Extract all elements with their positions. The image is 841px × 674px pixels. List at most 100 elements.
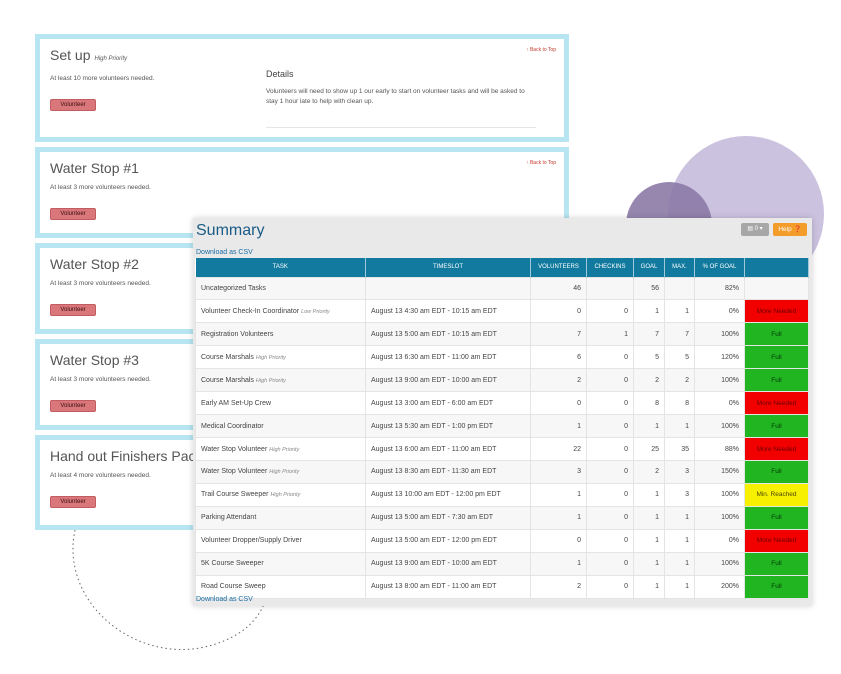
percent-of-goal-cell: 200% [694,574,745,599]
task-cell: Parking Attendant [195,505,366,530]
checkins-cell: 0 [586,551,634,576]
column-header: GOAL [633,258,665,277]
task-card: Set up High Priority ↑ Back to Top At lea… [35,34,569,142]
task-cell: Registration Volunteers [195,322,366,347]
volunteers-cell: 1 [530,505,587,530]
volunteer-button[interactable]: Volunteer [50,496,96,508]
status-badge: More Needed [744,528,809,553]
settings-dropdown-button[interactable]: ▤ 0 ▾ [741,223,769,236]
checkins-cell: 1 [586,322,634,347]
percent-of-goal-cell: 100% [694,505,745,530]
column-header: MAX. [664,258,695,277]
table-row[interactable]: Water Stop Volunteer High Priority August … [195,460,809,484]
table-row[interactable]: Course Marshals High Priority August 13 9:… [195,368,809,393]
volunteers-cell: 0 [530,391,587,416]
table-row[interactable]: Parking Attendant August 13 5:00 am EDT -… [195,505,809,530]
percent-of-goal-cell: 88% [694,437,745,461]
checkins-cell: 0 [586,574,634,599]
divider [266,127,536,128]
goal-cell: 2 [633,460,665,484]
checkins-cell: 0 [586,414,634,439]
card-title: Set up High Priority [50,47,128,63]
table-row[interactable]: Volunteer Dropper/Supply Driver August 13… [195,528,809,553]
table-row[interactable]: Road Course Sweep August 13 8:00 am EDT -… [195,574,809,599]
max-cell: 1 [664,414,695,439]
goal-cell: 1 [633,482,665,507]
table-row[interactable]: Registration Volunteers August 13 5:00 am… [195,322,809,347]
goal-cell: 1 [633,414,665,439]
volunteers-cell: 1 [530,414,587,439]
status-badge [744,276,809,301]
percent-of-goal-cell: 0% [694,299,745,324]
table-row[interactable]: Volunteer Check-In Coordinator Low Priori… [195,299,809,324]
help-button[interactable]: Help ❓ [773,223,807,236]
task-name: Course Marshals [201,376,254,384]
task-cell: Course Marshals High Priority [195,345,366,370]
download-csv-link[interactable]: Download as CSV [196,249,253,256]
task-cell: Water Stop Volunteer High Priority [195,460,366,484]
timeslot-cell: August 13 10:00 am EDT - 12:00 pm EDT [365,482,531,507]
table-row[interactable]: Early AM Set-Up Crew August 13 3:00 am ED… [195,391,809,416]
task-name: Water Stop Volunteer [201,445,268,453]
column-header: CHECKINS [586,258,634,277]
max-cell: 7 [664,322,695,347]
volunteers-cell: 0 [530,299,587,324]
percent-of-goal-cell: 0% [694,528,745,553]
checkins-cell: 0 [586,437,634,461]
max-cell: 8 [664,391,695,416]
task-cell: Volunteer Dropper/Supply Driver [195,528,366,553]
status-badge: Full [744,345,809,370]
max-cell: 1 [664,505,695,530]
table-row[interactable]: 5K Course Sweeper August 13 9:00 am EDT -… [195,551,809,576]
volunteer-button[interactable]: Volunteer [50,99,96,111]
volunteers-needed-text: At least 3 more volunteers needed. [50,280,151,287]
status-badge: Full [744,368,809,393]
table-row[interactable]: Medical Coordinator August 13 5:30 am EDT… [195,414,809,439]
status-badge: More Needed [744,391,809,416]
task-name: Volunteer Check-In Coordinator [201,307,300,315]
percent-of-goal-cell: 100% [694,368,745,393]
status-badge: Full [744,322,809,347]
checkins-cell: 0 [586,505,634,530]
table-row[interactable]: Water Stop Volunteer High Priority August … [195,437,809,461]
column-header: TASK [195,258,366,277]
table-row[interactable]: Uncategorized Tasks 46 56 82% [195,276,809,301]
checkins-cell: 0 [586,391,634,416]
max-cell: 1 [664,574,695,599]
card-title: Water Stop #1 [50,160,139,176]
column-header: % OF GOAL [694,258,745,277]
percent-of-goal-cell: 100% [694,414,745,439]
max-cell: 1 [664,528,695,553]
priority-label: Low Priority [301,308,330,315]
details-section: Details Volunteers will need to show up … [266,69,536,128]
timeslot-cell: August 13 8:00 am EDT - 11:00 am EDT [365,574,531,599]
volunteer-button[interactable]: Volunteer [50,304,96,316]
percent-of-goal-cell: 82% [694,276,745,301]
status-badge: Full [744,460,809,484]
priority-label: High Priority [269,469,300,476]
priority-label: High Priority [270,492,301,499]
task-cell: Road Course Sweep [195,574,366,599]
volunteers-cell: 6 [530,345,587,370]
back-to-top-link[interactable]: ↑ Back to Top [526,47,556,53]
volunteers-cell: 7 [530,322,587,347]
volunteer-button[interactable]: Volunteer [50,208,96,220]
back-to-top-link[interactable]: ↑ Back to Top [526,160,556,166]
status-badge: More Needed [744,437,809,461]
task-name: Early AM Set-Up Crew [201,399,272,407]
card-title: Water Stop #3 [50,352,139,368]
volunteer-button[interactable]: Volunteer [50,400,96,412]
checkins-cell: 0 [586,482,634,507]
max-cell: 1 [664,551,695,576]
column-header [744,258,809,277]
priority-label: High Priority [255,354,286,361]
percent-of-goal-cell: 100% [694,482,745,507]
card-title: Hand out Finishers Pack [50,448,203,464]
task-name: Trail Course Sweeper [201,491,269,499]
volunteers-cell: 3 [530,460,587,484]
volunteers-needed-text: At least 10 more volunteers needed. [50,75,155,82]
table-row[interactable]: Trail Course Sweeper High Priority August … [195,482,809,507]
table-row[interactable]: Course Marshals High Priority August 13 6:… [195,345,809,370]
summary-panel: Summary ▤ 0 ▾ Help ❓ Download as CSV TAS… [193,218,812,606]
download-csv-link[interactable]: Download as CSV [196,596,253,603]
